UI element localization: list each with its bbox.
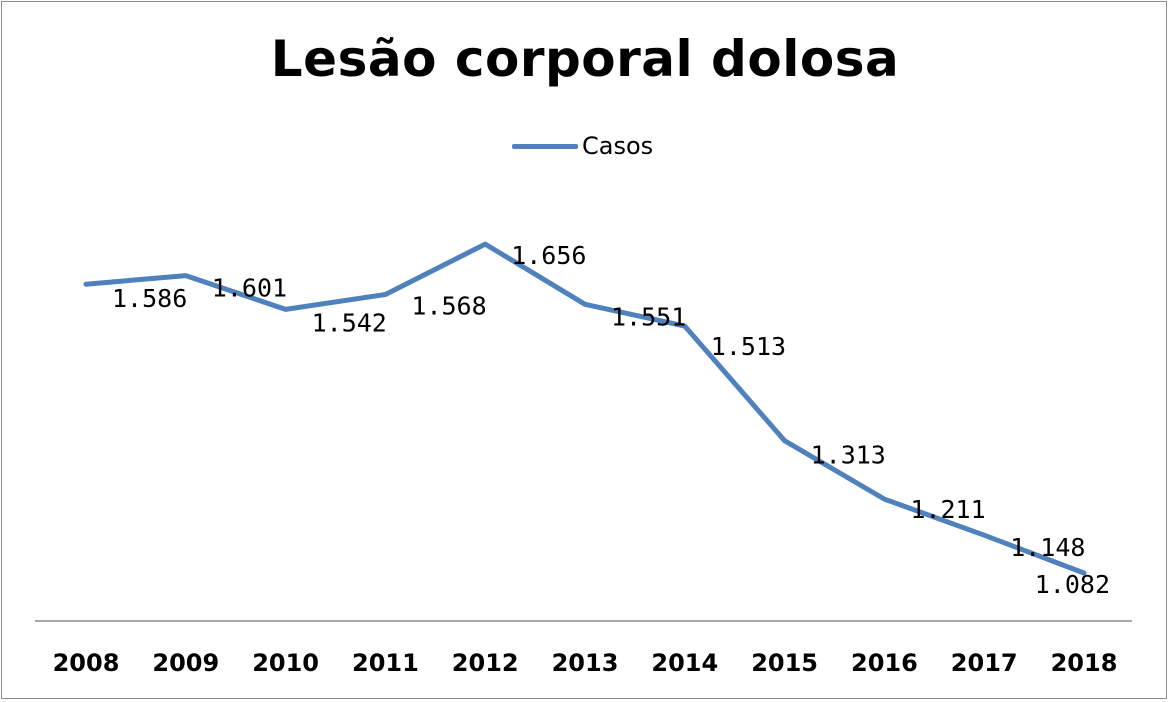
x-tick-label: 2015 [751,649,818,677]
x-tick-label: 2017 [951,649,1018,677]
x-tick-label: 2016 [851,649,918,677]
x-tick-label: 2010 [252,649,319,677]
data-label: 1.148 [1010,533,1085,562]
data-label: 1.586 [112,284,187,313]
data-label: 1.082 [1035,570,1110,599]
data-label: 1.313 [811,441,886,470]
data-label: 1.656 [511,241,586,270]
legend: Casos [512,130,653,162]
chart-title: Lesão corporal dolosa [270,30,900,88]
x-tick-label: 2009 [152,649,219,677]
data-label-layer: 1.586 1.601 1.542 1.568 1.656 1.551 1.513 1.313… [112,241,1110,599]
x-tick-label: 2008 [53,649,120,677]
x-tick-label: 2012 [452,649,519,677]
legend-label-casos: Casos [582,132,654,160]
x-tick-label: 2014 [651,649,718,677]
legend-swatch [512,143,578,149]
series-line-casos [83,241,1087,576]
series-layer [83,241,1087,576]
data-label: 1.568 [411,292,486,321]
data-label: 1.542 [312,308,387,337]
data-label: 1.513 [711,332,786,361]
x-tick-label: 2018 [1051,649,1118,677]
x-tick-layer: 2008 2009 2010 2011 2012 2013 2014 2015 2016 2017… [53,649,1118,677]
x-tick-label: 2013 [552,649,619,677]
data-label: 1.211 [910,495,985,524]
data-label: 1.551 [611,302,686,331]
data-label: 1.601 [212,274,287,303]
x-tick-label: 2011 [352,649,419,677]
